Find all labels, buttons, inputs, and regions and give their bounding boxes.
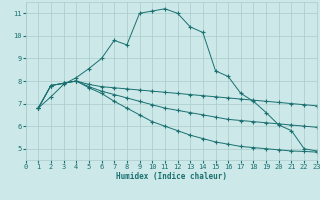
- X-axis label: Humidex (Indice chaleur): Humidex (Indice chaleur): [116, 172, 227, 181]
